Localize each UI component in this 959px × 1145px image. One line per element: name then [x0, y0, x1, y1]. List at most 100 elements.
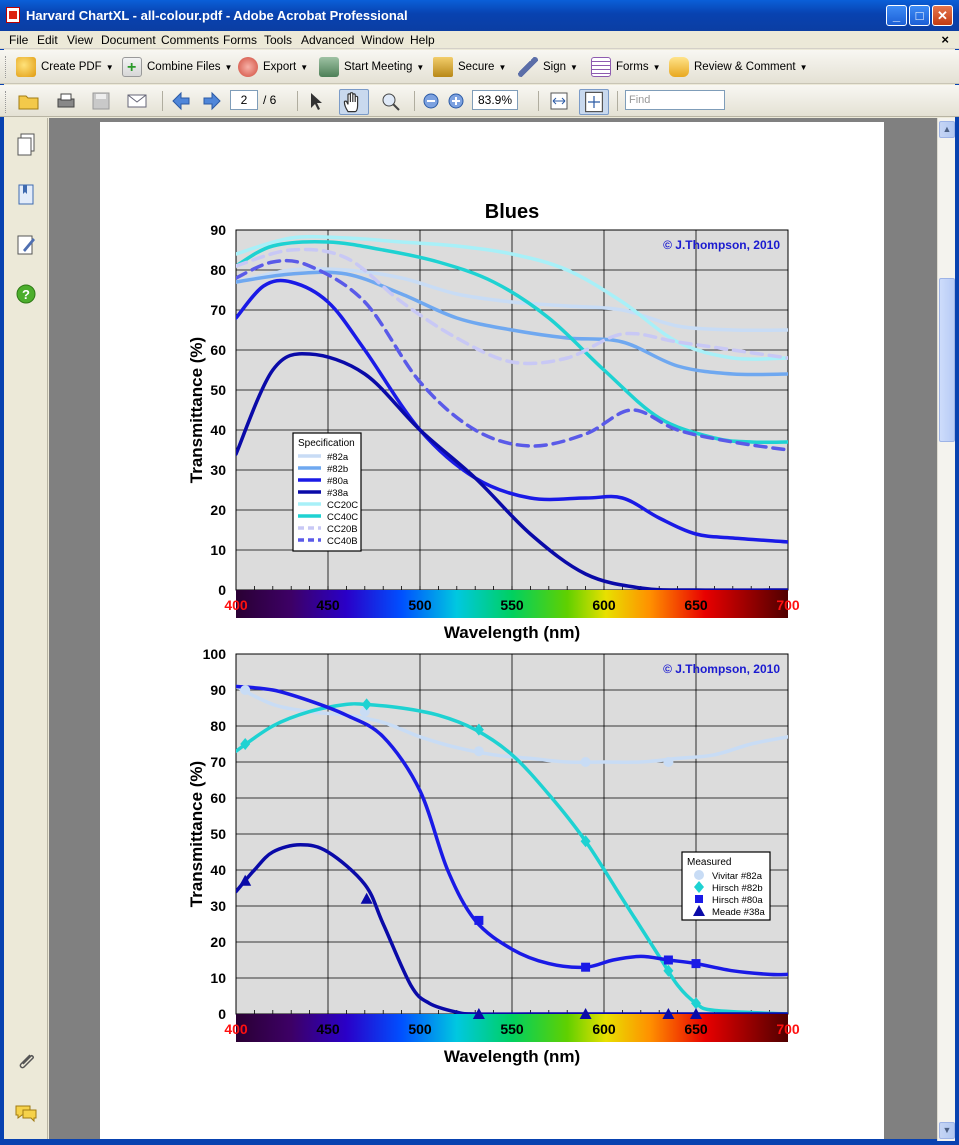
- pages-icon[interactable]: [14, 132, 38, 158]
- menu-document[interactable]: Document: [101, 33, 156, 47]
- fit-page-button[interactable]: [579, 89, 609, 115]
- chevron-down-icon: ▼: [498, 62, 507, 72]
- create-pdf-label: Create PDF: [41, 61, 102, 73]
- legend-label: Meade #38a: [712, 907, 766, 918]
- find-input[interactable]: Find: [625, 90, 725, 110]
- legend-label: #82a: [327, 452, 349, 463]
- attachments-icon[interactable]: [14, 1050, 38, 1076]
- series-line: [236, 843, 788, 1014]
- comments-icon[interactable]: [14, 1100, 38, 1126]
- menu-comments[interactable]: Comments: [161, 33, 220, 47]
- combine-files-label: Combine Files: [147, 61, 221, 73]
- maximize-button[interactable]: □: [909, 5, 930, 26]
- window-frame-left: [0, 31, 4, 1141]
- next-page-icon[interactable]: [201, 91, 223, 111]
- x-tick-label: 600: [592, 597, 616, 613]
- export-label: Export: [263, 61, 297, 73]
- export-button[interactable]: Export ▼: [238, 55, 308, 79]
- select-cursor-icon[interactable]: [306, 91, 328, 111]
- create-pdf-button[interactable]: Create PDF ▼: [16, 55, 114, 79]
- open-folder-icon[interactable]: [18, 91, 40, 111]
- bookmarks-icon[interactable]: [14, 182, 38, 208]
- y-tick-label: 70: [210, 302, 226, 318]
- scroll-thumb[interactable]: [939, 278, 955, 442]
- document-close-icon[interactable]: ×: [941, 32, 949, 47]
- toolbar-grip[interactable]: [5, 56, 8, 78]
- secure-button[interactable]: Secure ▼: [433, 55, 506, 79]
- title-bar[interactable]: Harvard ChartXL - all-colour.pdf - Adobe…: [0, 0, 959, 31]
- page-number-input[interactable]: 2: [230, 90, 258, 110]
- chevron-down-icon: ▼: [300, 62, 309, 72]
- export-icon: [238, 57, 258, 77]
- signatures-icon[interactable]: [14, 232, 38, 258]
- series-line: [236, 352, 788, 590]
- legend-label: Hirsch #82b: [712, 883, 763, 894]
- zoom-input[interactable]: 83.9%: [472, 90, 518, 110]
- scroll-down-icon[interactable]: ▼: [939, 1122, 955, 1139]
- help-icon[interactable]: ?: [14, 282, 38, 308]
- y-tick-label: 50: [210, 826, 226, 842]
- window-title: Harvard ChartXL - all-colour.pdf - Adobe…: [26, 8, 408, 23]
- hand-tool-button[interactable]: [339, 89, 369, 115]
- y-tick-label: 30: [210, 462, 226, 478]
- menu-advanced[interactable]: Advanced: [301, 33, 355, 47]
- toolbar-grip[interactable]: [5, 91, 8, 113]
- menu-tools[interactable]: Tools: [264, 33, 293, 47]
- previous-page-icon[interactable]: [170, 91, 192, 111]
- start-meeting-button[interactable]: Start Meeting ▼: [319, 55, 424, 79]
- sign-button[interactable]: Sign ▼: [518, 55, 578, 79]
- toolbar-separator: [297, 91, 298, 111]
- spectrum-band: [236, 590, 788, 618]
- minimize-button[interactable]: _: [886, 5, 907, 26]
- email-icon[interactable]: [126, 91, 148, 111]
- meeting-icon: [319, 57, 339, 77]
- data-point-triangle: [360, 892, 373, 904]
- menu-forms[interactable]: Forms: [223, 33, 257, 47]
- x-tick-label: 450: [316, 1021, 340, 1037]
- series-line: [236, 240, 788, 445]
- y-tick-label: 70: [210, 754, 226, 770]
- data-point-square: [581, 962, 591, 972]
- menu-file[interactable]: File: [9, 33, 29, 47]
- fit-width-icon[interactable]: [548, 91, 570, 111]
- data-point-triangle: [690, 1008, 702, 1019]
- print-icon[interactable]: [55, 91, 77, 111]
- tasks-toolbar: Create PDF ▼ + Combine Files ▼ Export ▼ Sta…: [0, 50, 959, 84]
- copyright-label: © J.Thompson, 2010: [663, 238, 780, 252]
- forms-button[interactable]: Forms ▼: [591, 55, 661, 79]
- combine-files-button[interactable]: + Combine Files ▼: [122, 55, 232, 79]
- copyright-label: © J.Thompson, 2010: [663, 662, 780, 676]
- chevron-down-icon: ▼: [224, 62, 233, 72]
- y-tick-label: 30: [210, 898, 226, 914]
- legend-title: Measured: [687, 857, 731, 868]
- menu-window[interactable]: Window: [361, 33, 404, 47]
- toolbar-separator: [162, 91, 163, 111]
- x-tick-label: 450: [316, 597, 340, 613]
- zoom-out-icon[interactable]: [420, 91, 442, 111]
- series-line: [236, 270, 788, 377]
- menu-help[interactable]: Help: [410, 33, 435, 47]
- legend-marker-square: [695, 895, 703, 903]
- review-comment-button[interactable]: Review & Comment ▼: [669, 55, 808, 79]
- menu-view[interactable]: View: [67, 33, 93, 47]
- menu-bar: File Edit View Document Comments Forms T…: [0, 31, 959, 49]
- document-view[interactable]: 0 10 20 30 40 50 60 70 80 90 400 450 500 550 600 650 700…: [49, 118, 937, 1139]
- save-icon[interactable]: [90, 91, 112, 111]
- marquee-zoom-icon[interactable]: [380, 91, 402, 111]
- legend-marker-circle: [694, 870, 704, 880]
- legend-label: Hirsch #80a: [712, 895, 763, 906]
- close-button[interactable]: ✕: [932, 5, 953, 26]
- y-tick-label: 60: [210, 342, 226, 358]
- y-tick-label: 80: [210, 718, 226, 734]
- y-tick-label: 60: [210, 790, 226, 806]
- vertical-scrollbar[interactable]: ▲ ▼: [937, 118, 955, 1141]
- legend-label: CC20B: [327, 524, 358, 535]
- scroll-up-icon[interactable]: ▲: [939, 121, 955, 138]
- svg-text:?: ?: [22, 287, 30, 302]
- x-tick-label: 600: [592, 1021, 616, 1037]
- menu-edit[interactable]: Edit: [37, 33, 58, 47]
- zoom-in-icon[interactable]: [445, 91, 467, 111]
- secure-label: Secure: [458, 61, 495, 73]
- x-axis-label: Wavelength (nm): [444, 1047, 580, 1066]
